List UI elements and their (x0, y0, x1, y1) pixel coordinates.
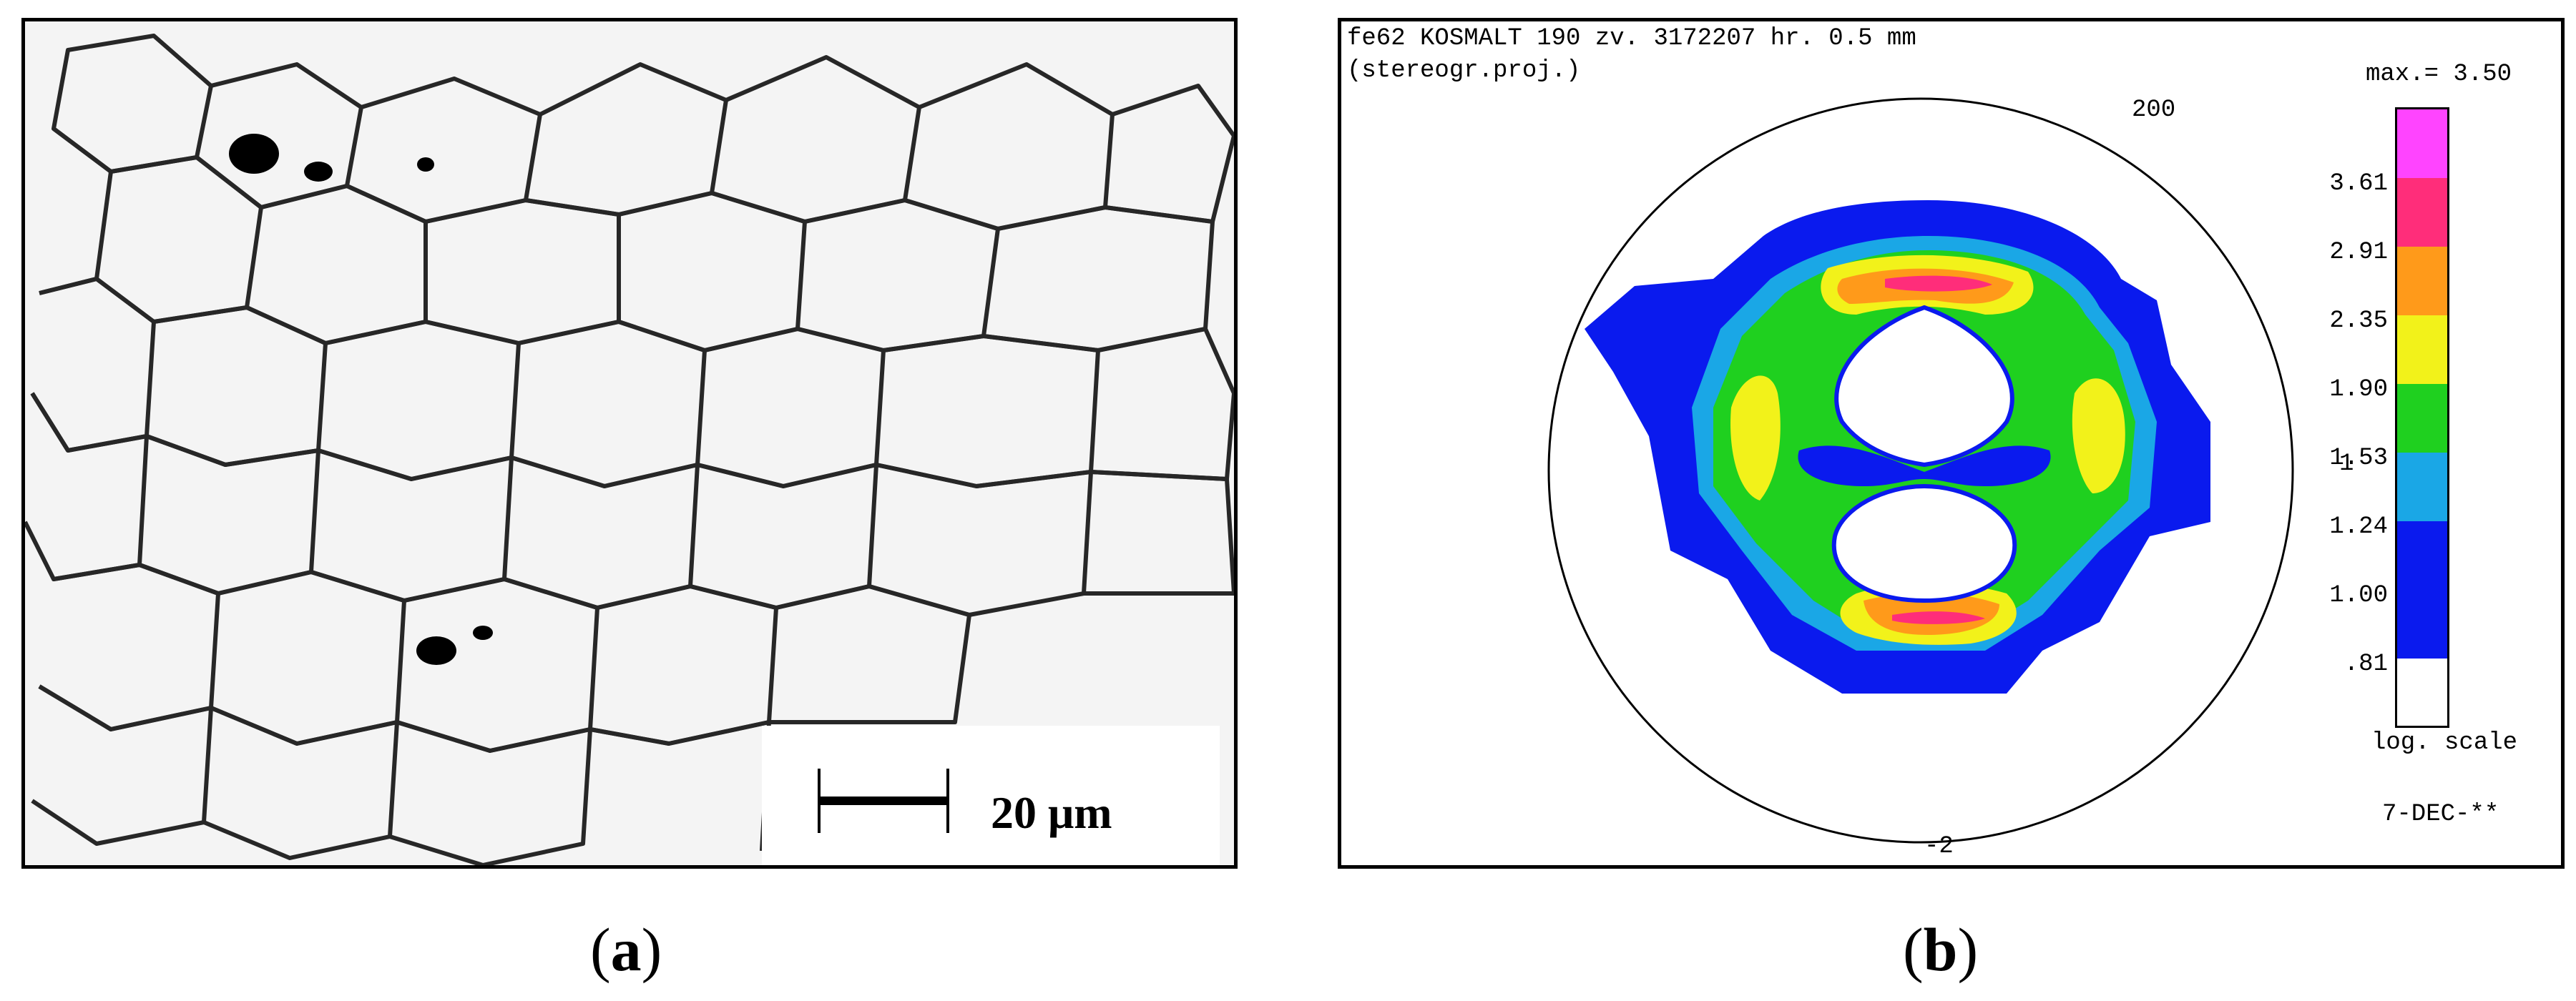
scale-bar-label: 20 μm (991, 787, 1112, 838)
legend-swatch (2397, 315, 2447, 384)
contour-level-1.90 (2072, 378, 2125, 493)
contour-level-2.91 (1885, 275, 1992, 292)
scale-bar-box (762, 726, 1220, 865)
legend-label: 1.53 (2329, 445, 2388, 472)
legend-swatch (2397, 659, 2447, 720)
legend-label: 1.00 (2329, 582, 2388, 609)
legend-label: 1.90 (2329, 376, 2388, 403)
legend-swatch (2397, 109, 2447, 178)
axis-label-right: 1 (2339, 450, 2354, 478)
inner-lobe-bottom (1831, 483, 2017, 603)
center-band (1798, 445, 2051, 486)
micrograph-panel: 20 μm (21, 18, 1238, 869)
legend-swatch (2397, 521, 2447, 590)
micrograph-image (25, 21, 1234, 865)
legend-swatch (2397, 178, 2447, 247)
legend-swatch (2397, 247, 2447, 315)
legend-label: 3.61 (2329, 170, 2388, 197)
legend-label: 1.24 (2329, 513, 2388, 541)
legend-colorbar (2395, 107, 2449, 728)
inner-lobe-top (1834, 305, 2014, 468)
pole-label: 200 (2132, 97, 2176, 124)
legend-label: .81 (2344, 651, 2388, 678)
date-label: 7-DEC-** (2382, 801, 2499, 828)
log-scale-note: log. scale (2371, 729, 2518, 756)
legend-label: 2.35 (2329, 307, 2388, 335)
caption-b: (b) (1903, 915, 1979, 984)
legend-swatch (2397, 453, 2447, 521)
legend-swatch (2397, 384, 2447, 453)
pole-figure-panel: fe62 KOSMALT 190 zv. 3172207 hr. 0.5 mm … (1338, 18, 2565, 869)
max-label: max.= 3.50 (2366, 61, 2512, 88)
legend-label: 2.91 (2329, 239, 2388, 266)
caption-a: (a) (590, 915, 662, 984)
pole-figure-header-line2: (stereogr.proj.) (1347, 57, 1581, 84)
contour-level-2.91 (1892, 611, 1985, 624)
stereographic-projection (1547, 97, 2294, 844)
contour-level-1.90 (1730, 375, 1781, 500)
scale-bar (818, 769, 949, 833)
axis-label-bottom: -2 (1924, 833, 1954, 860)
projection-circle (1547, 97, 2294, 844)
legend-swatch (2397, 590, 2447, 659)
pole-figure-header-line1: fe62 KOSMALT 190 zv. 3172207 hr. 0.5 mm (1347, 25, 1916, 52)
